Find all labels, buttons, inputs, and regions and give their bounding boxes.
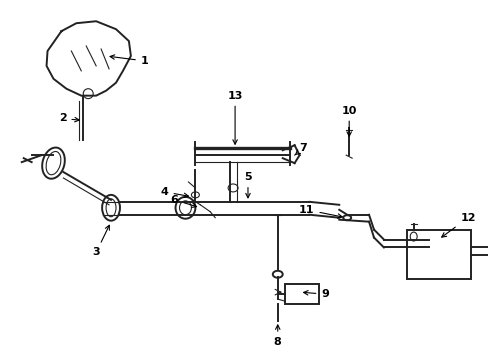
Text: 7: 7	[294, 143, 307, 155]
Text: 9: 9	[304, 289, 329, 299]
Text: 10: 10	[342, 105, 357, 136]
Text: 8: 8	[274, 325, 282, 347]
Text: 6: 6	[171, 195, 196, 207]
Text: 1: 1	[110, 55, 148, 66]
Text: 3: 3	[92, 225, 109, 257]
Text: 4: 4	[161, 187, 189, 198]
Text: 2: 2	[59, 113, 79, 123]
Bar	[407, 230, 471, 279]
Text: 5: 5	[244, 172, 252, 198]
Text: 12: 12	[441, 213, 476, 237]
Bar	[285, 284, 319, 304]
Text: 11: 11	[299, 205, 343, 218]
Text: 13: 13	[227, 91, 243, 144]
